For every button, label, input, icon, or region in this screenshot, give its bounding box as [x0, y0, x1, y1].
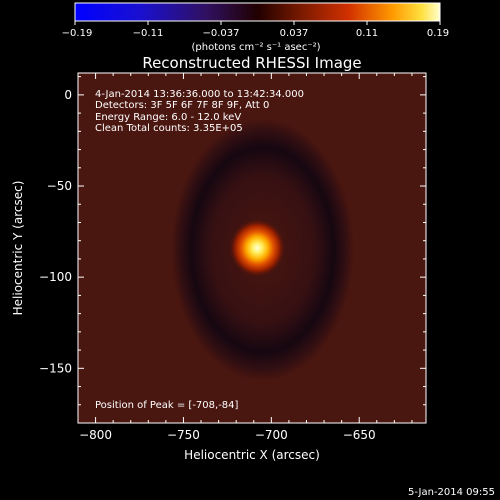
- peak-position-label: Position of Peak = [-708,-84]: [95, 400, 239, 411]
- chart-title: Reconstructed RHESSI Image: [142, 54, 361, 72]
- colorbar-unit-label: (photons cm⁻² s⁻¹ asec⁻²): [191, 42, 320, 53]
- x-tick-label: −650: [343, 428, 376, 442]
- colorbar-ticks: −0.19 −0.11 −0.037 0.037 0.11 0.19: [62, 21, 449, 39]
- y-tick-label: −150: [39, 361, 72, 375]
- colorbar-tick-label: −0.037: [202, 28, 239, 39]
- y-tick-label: 0: [64, 88, 72, 102]
- colorbar-tick-label: −0.19: [62, 28, 93, 39]
- colorbar-tick-label: −0.11: [133, 28, 164, 39]
- annotation-clean-counts: Clean Total counts: 3.35E+05: [95, 123, 243, 134]
- colorbar-tick-label: 0.11: [356, 28, 378, 39]
- colorbar-tick-label: 0.037: [280, 28, 309, 39]
- plot-frame: [77, 72, 427, 424]
- x-tick-label: −700: [255, 428, 288, 442]
- annotation-detectors: Detectors: 3F 5F 6F 7F 8F 9F, Att 0: [95, 100, 269, 111]
- y-axis-ticks: 0 −50 −100 −150: [39, 76, 426, 406]
- annotation-time-range: 4-Jan-2014 13:36:36.000 to 13:42:34.000: [95, 89, 304, 100]
- x-tick-label: −800: [79, 428, 112, 442]
- y-tick-label: −50: [47, 179, 72, 193]
- heatmap-peak-source: [229, 218, 286, 278]
- annotation-energy-range: Energy Range: 6.0 - 12.0 keV: [95, 112, 241, 123]
- x-axis-ticks: −800 −750 −700 −650: [79, 73, 413, 442]
- footer-timestamp: 5-Jan-2014 09:55: [408, 487, 495, 498]
- colorbar-tick-label: 0.19: [427, 28, 449, 39]
- colorbar: [74, 2, 441, 22]
- x-axis-label: Heliocentric X (arcsec): [184, 448, 320, 462]
- y-tick-label: −100: [39, 270, 72, 284]
- heatmap-image: [78, 73, 426, 423]
- observation-annotations: 4-Jan-2014 13:36:36.000 to 13:42:34.000 …: [95, 89, 304, 134]
- y-axis-label: Heliocentric Y (arcsec): [11, 181, 25, 316]
- x-tick-label: −750: [167, 428, 200, 442]
